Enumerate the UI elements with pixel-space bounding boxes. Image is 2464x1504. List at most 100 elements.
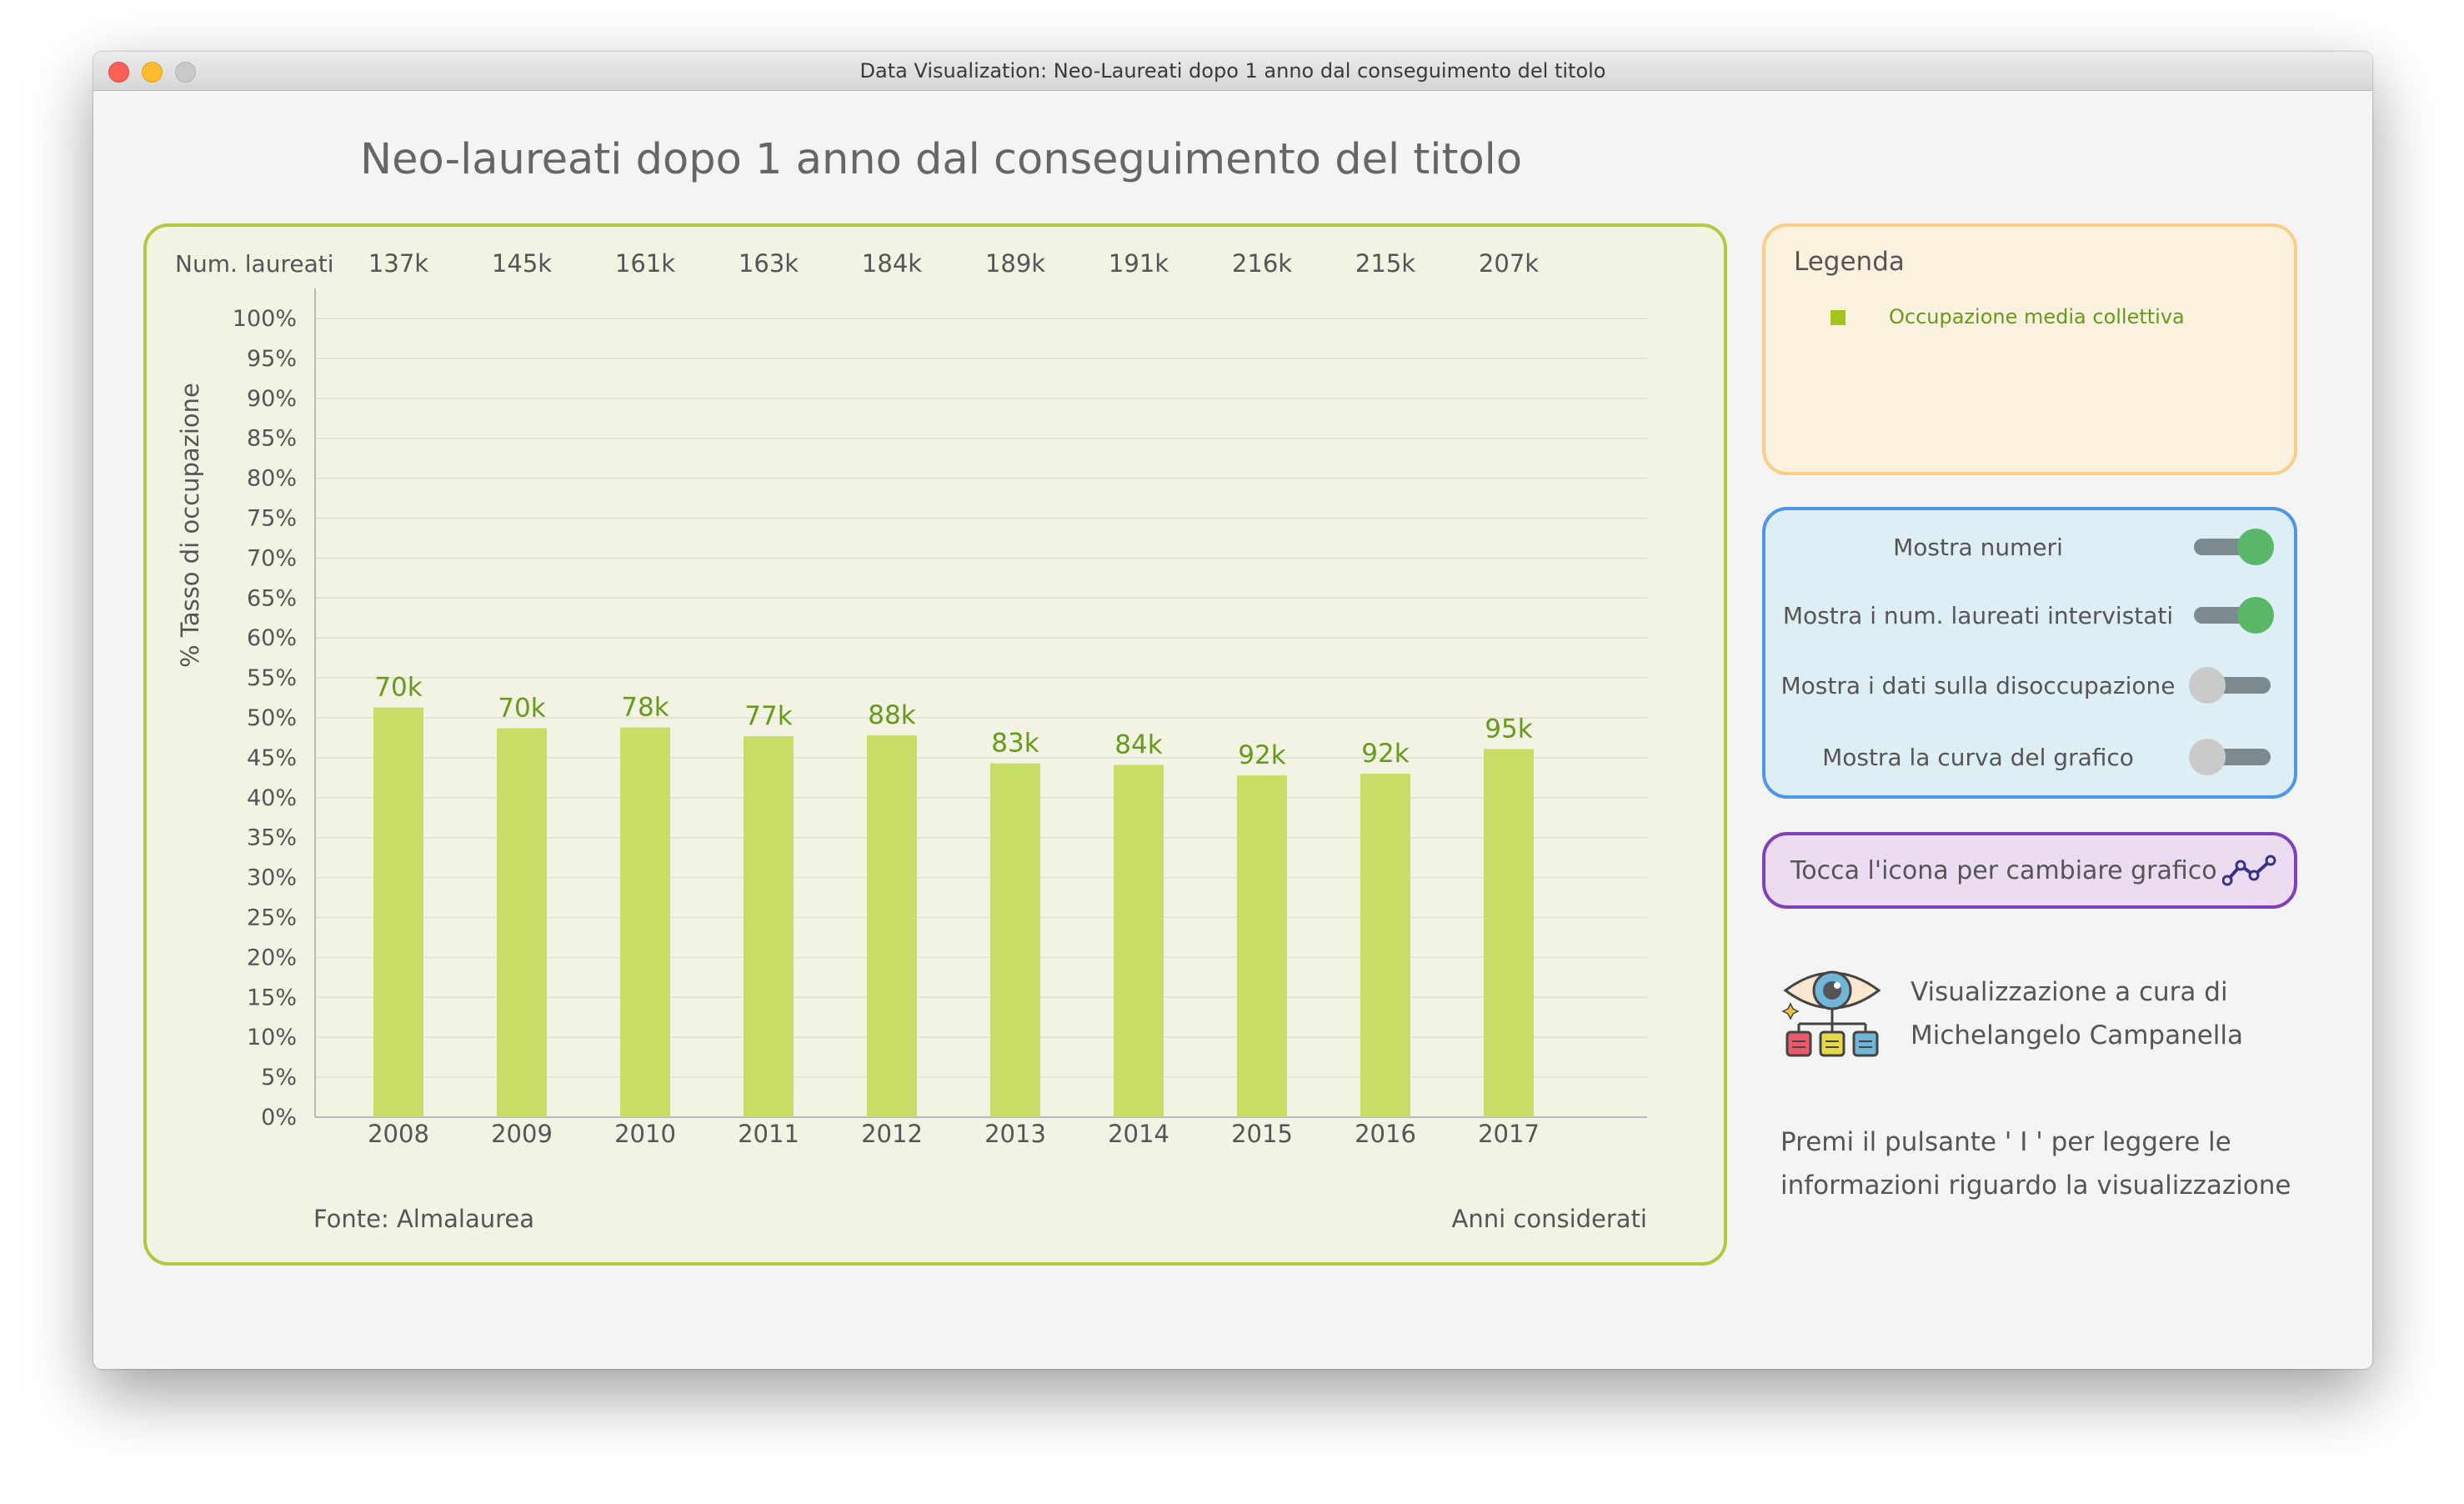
toggle-disoccupazione[interactable]: [2189, 667, 2274, 704]
y-tick-label: 90%: [247, 386, 297, 412]
bar: [1237, 775, 1287, 1117]
y-tick-label: 75%: [247, 506, 297, 532]
x-tick-label: 2008: [368, 1120, 429, 1148]
y-tick-label: 85%: [247, 426, 297, 452]
num-laureati-value: 137k: [368, 249, 428, 278]
x-tick-label: 2014: [1108, 1120, 1169, 1148]
bar: [1114, 765, 1164, 1117]
toggle-knob: [2237, 597, 2274, 634]
bar-data-label: 88k: [868, 700, 915, 730]
maximize-window-button[interactable]: [175, 62, 196, 83]
x-tick-label: 2010: [614, 1120, 676, 1148]
bar: [867, 735, 917, 1117]
y-tick-label: 95%: [247, 346, 297, 372]
bar-data-label: 70k: [498, 693, 545, 723]
y-axis-title: % Tasso di occupazione: [176, 383, 204, 668]
x-tick-label: 2016: [1355, 1120, 1416, 1148]
bar-data-label: 92k: [1238, 740, 1285, 770]
info-line-1: Premi il pulsante ' I ' per leggere le: [1780, 1127, 2231, 1157]
legend-entry-label: Occupazione media collettiva: [1889, 305, 2185, 328]
toggle-mostra-laureati[interactable]: [2189, 597, 2274, 634]
credit-text: Visualizzazione a cura di Michelangelo C…: [1911, 970, 2243, 1057]
credit-line-1: Visualizzazione a cura di: [1911, 977, 2228, 1007]
toggle-curva[interactable]: [2189, 739, 2274, 775]
bar: [1360, 774, 1410, 1117]
bar-data-label: 78k: [621, 692, 669, 722]
num-laureati-value: 215k: [1355, 249, 1415, 278]
num-laureati-value: 216k: [1232, 249, 1292, 278]
y-tick-label: 50%: [247, 705, 297, 731]
toggle-label-disoccupazione: Mostra i dati sulla disoccupazione: [1780, 672, 2176, 699]
legend-title: Legenda: [1794, 247, 1905, 277]
y-tick-label: 60%: [247, 625, 297, 651]
y-tick-label: 40%: [247, 785, 297, 811]
toggle-label-mostra-laureati: Mostra i num. laureati intervistati: [1782, 602, 2174, 629]
minimize-window-button[interactable]: [142, 62, 163, 83]
app-window: Data Visualization: Neo-Laureati dopo 1 …: [93, 52, 2372, 1369]
y-tick-label: 100%: [233, 306, 297, 332]
num-laureati-value: 161k: [615, 249, 675, 278]
toggle-label-curva: Mostra la curva del grafico: [1822, 744, 2134, 771]
bar-data-label: 70k: [374, 673, 422, 703]
y-tick-label: 5%: [261, 1065, 297, 1090]
toggle-knob: [2237, 529, 2274, 565]
y-tick-label: 10%: [247, 1025, 297, 1050]
bar: [373, 707, 423, 1117]
eye-data-icon: [1781, 970, 1881, 1057]
chart-panel: 0% 5% 10% 15% 20% 25% 30% 35% 40% 45% 50% 55% 60% 65%…: [143, 223, 1727, 1266]
bar-data-label: 92k: [1361, 739, 1409, 769]
x-tick-label: 2011: [738, 1120, 799, 1148]
num-laureati-value: 163k: [739, 249, 799, 278]
x-tick-label: 2017: [1478, 1120, 1540, 1148]
num-laureati-value: 191k: [1109, 249, 1169, 278]
bar-chart: 0% 5% 10% 15% 20% 25% 30% 35% 40% 45% 50% 55% 60% 65%…: [175, 249, 1647, 1233]
page-title: Neo-laureati dopo 1 anno dal conseguimen…: [360, 135, 1523, 184]
bar-data-label: 95k: [1485, 714, 1532, 744]
y-tick-label: 0%: [261, 1105, 297, 1131]
y-tick-label: 30%: [247, 865, 297, 891]
num-laureati-value: 145k: [492, 249, 552, 278]
toggle-knob: [2189, 739, 2226, 775]
y-tick-label: 35%: [247, 825, 297, 851]
title-bar: Data Visualization: Neo-Laureati dopo 1 …: [93, 52, 2372, 91]
toggle-label-mostra-numeri: Mostra numeri: [1893, 534, 2063, 561]
y-tick-label: 15%: [247, 985, 297, 1010]
line-chart-icon[interactable]: [2222, 854, 2281, 887]
bar: [497, 728, 547, 1117]
toggle-knob: [2189, 667, 2226, 704]
num-laureati-value: 207k: [1479, 249, 1539, 278]
close-window-button[interactable]: [108, 62, 129, 83]
bar-data-label: 84k: [1114, 730, 1162, 760]
bar: [744, 736, 794, 1117]
legend-panel: Legenda Occupazione media collettiva: [1762, 223, 2297, 475]
x-tick-label: 2012: [861, 1120, 923, 1148]
info-line-2: informazioni riguardo la visualizzazione: [1780, 1171, 2291, 1201]
y-tick-label: 70%: [247, 545, 297, 571]
legend-swatch: [1830, 310, 1845, 325]
toggle-mostra-numeri[interactable]: [2189, 529, 2274, 565]
info-text: Premi il pulsante ' I ' per leggere le i…: [1780, 1120, 2291, 1207]
bar: [620, 727, 670, 1117]
bar: [1484, 749, 1534, 1117]
num-laureati-value: 189k: [985, 249, 1045, 278]
bar: [990, 763, 1040, 1117]
y-tick-label: 25%: [247, 905, 297, 931]
x-axis-title: Anni considerati: [1452, 1205, 1647, 1233]
x-tick-label: 2009: [491, 1120, 553, 1148]
bar-data-label: 77k: [744, 701, 792, 731]
chart-switch-panel: Tocca l'icona per cambiare grafico: [1762, 832, 2297, 909]
x-tick-label: 2013: [984, 1120, 1046, 1148]
y-tick-label: 55%: [247, 665, 297, 691]
y-tick-label: 65%: [247, 585, 297, 611]
y-tick-label: 20%: [247, 945, 297, 970]
chart-switch-label: Tocca l'icona per cambiare grafico: [1790, 856, 2217, 885]
x-tick-label: 2015: [1231, 1120, 1293, 1148]
num-laureati-label: Num. laureati: [175, 250, 334, 278]
credit-line-2: Michelangelo Campanella: [1911, 1020, 2244, 1050]
window-title: Data Visualization: Neo-Laureati dopo 1 …: [859, 59, 1606, 83]
controls-panel: Mostra numeri Mostra i num. laureati int…: [1762, 507, 2297, 799]
bar-data-label: 83k: [991, 729, 1039, 759]
num-laureati-value: 184k: [862, 249, 922, 278]
chart-source: Fonte: Almalaurea: [313, 1205, 534, 1233]
y-tick-label: 80%: [247, 466, 297, 492]
